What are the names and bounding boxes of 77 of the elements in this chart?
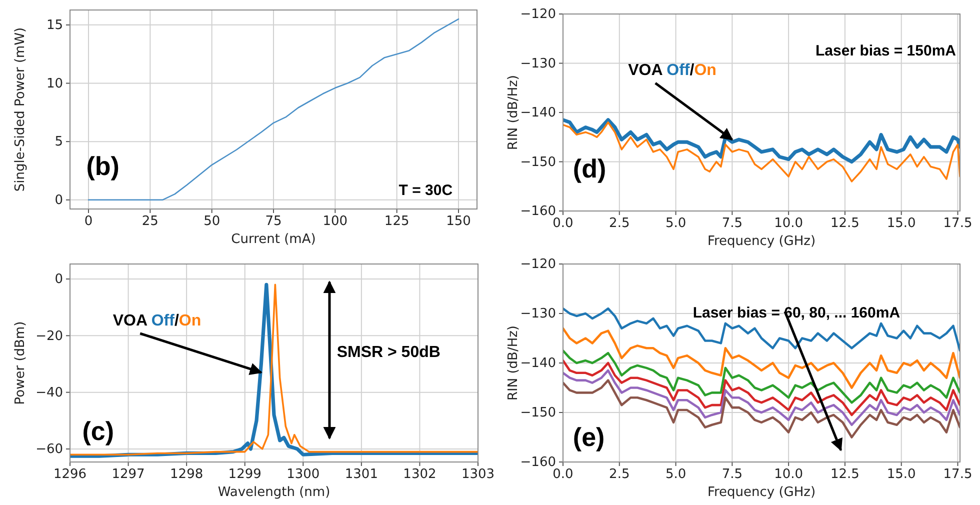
y-tick-label: 10	[46, 76, 63, 92]
x-tick-label: 1297	[112, 467, 145, 482]
line-series	[563, 327, 960, 389]
y-tick-label: 0	[54, 272, 63, 288]
x-tick-label: 0	[84, 214, 93, 230]
x-tick-label: 1301	[344, 467, 378, 482]
y-axis-title: RIN (dB/Hz)	[506, 325, 521, 401]
x-tick-label: 15.0	[886, 467, 916, 482]
annotation: (b)	[86, 151, 120, 182]
x-tick-label: 10.0	[774, 467, 804, 482]
x-tick-label: 1299	[228, 467, 262, 482]
x-tick-label: 1303	[461, 467, 495, 482]
line-series	[563, 369, 960, 426]
y-tick-label: −130	[520, 56, 556, 72]
y-tick-label: −150	[520, 406, 556, 421]
annotation: (d)	[572, 154, 606, 184]
x-tick-label: 15.0	[886, 216, 916, 232]
x-tick-label: 17.5	[943, 467, 972, 482]
y-tick-label: −60	[36, 442, 63, 458]
x-tick-label: 1302	[403, 467, 436, 482]
text: Off	[666, 62, 690, 80]
x-tick-label: 12.5	[830, 216, 860, 232]
x-axis-title: Frequency (GHz)	[707, 234, 816, 249]
text: On	[178, 312, 202, 330]
y-tick-label: 5	[54, 134, 63, 150]
text: Off	[151, 312, 176, 330]
y-tick-label: −130	[520, 306, 556, 322]
x-tick-label: 75	[265, 214, 282, 230]
annotation: VOA	[112, 312, 148, 330]
x-tick-label: 7.5	[722, 216, 743, 232]
y-tick-label: 0	[54, 193, 63, 208]
annotation: /	[690, 62, 695, 80]
y-tick-label: −120	[520, 7, 556, 22]
line-series	[563, 349, 960, 404]
x-tick-label: 25	[142, 214, 158, 230]
y-tick-label: 15	[46, 18, 63, 34]
annotation: Laser bias = 150mA	[816, 42, 956, 60]
x-tick-label: 2.5	[609, 467, 630, 482]
x-axis-title: Frequency (GHz)	[707, 485, 816, 500]
annotation: VOA	[628, 62, 664, 80]
y-axis-title: RIN (dB/Hz)	[506, 74, 521, 150]
x-tick-label: 0.0	[552, 216, 574, 232]
annotation: /	[174, 312, 180, 330]
x-axis-title: Wavelength (nm)	[218, 485, 330, 500]
x-tick-label: 2.5	[609, 216, 630, 232]
x-tick-label: 0.0	[552, 467, 574, 482]
x-tick-label: 1298	[170, 467, 204, 482]
line-series	[88, 18, 460, 201]
x-tick-label: 12.5	[830, 467, 860, 482]
annotation: (e)	[572, 422, 605, 452]
x-tick-label: 10.0	[774, 216, 804, 232]
text: On	[694, 62, 716, 80]
y-tick-label: −150	[520, 154, 556, 170]
y-tick-label: −40	[36, 385, 63, 400]
x-tick-label: 7.5	[722, 467, 743, 482]
y-axis-title: Single-Sided Power (mW)	[13, 27, 28, 192]
x-tick-label: 1296	[53, 467, 87, 482]
y-tick-label: −20	[36, 328, 63, 344]
y-tick-label: −140	[520, 106, 556, 121]
annotation: T = 30C	[398, 182, 453, 200]
x-tick-label: 100	[322, 214, 348, 230]
x-tick-label: 125	[384, 214, 410, 230]
line-series	[563, 359, 960, 416]
line-series	[563, 307, 960, 352]
x-tick-label: 50	[204, 214, 220, 230]
y-axis-title: Power (dBm)	[13, 321, 28, 405]
y-tick-label: −140	[520, 356, 556, 372]
annotation: SMSR > 50dB	[336, 344, 440, 362]
annotation: (c)	[82, 416, 114, 446]
line-series	[563, 121, 960, 182]
x-axis-title: Current (mA)	[231, 232, 316, 247]
x-tick-label: 5.0	[665, 216, 686, 232]
x-tick-label: 150	[446, 214, 471, 230]
x-tick-label: 17.5	[943, 216, 972, 232]
y-tick-label: −120	[520, 257, 556, 272]
x-tick-label: 1300	[286, 467, 320, 482]
x-tick-label: 5.0	[665, 467, 686, 482]
